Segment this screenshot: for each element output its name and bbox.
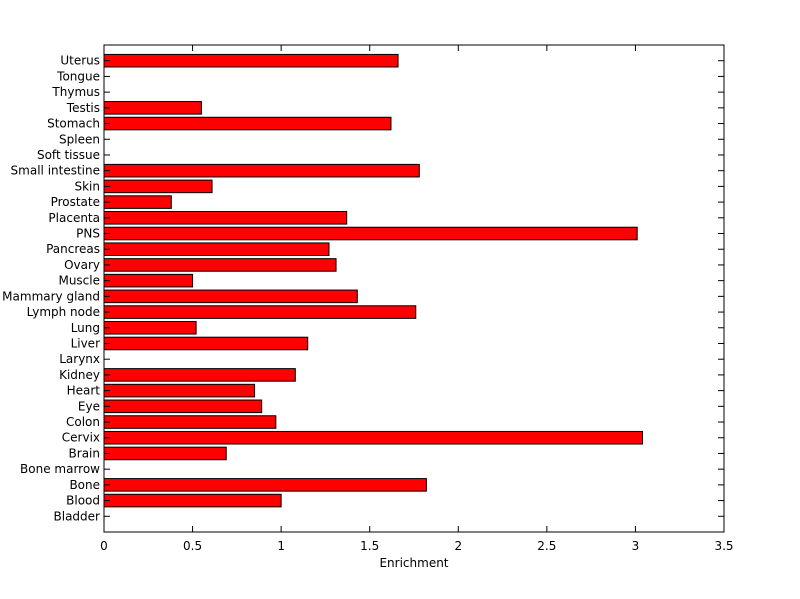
bar — [103, 478, 427, 492]
bar — [103, 415, 277, 429]
bar — [103, 399, 263, 414]
bar — [103, 195, 172, 209]
y-tick-label: Spleen — [59, 132, 100, 146]
y-tick-label: Bladder — [54, 509, 101, 523]
bar — [103, 116, 392, 131]
y-tick-label: Soft tissue — [37, 148, 100, 162]
x-axis-label: Enrichment — [379, 556, 448, 570]
y-tick-label: Heart — [67, 384, 101, 398]
x-tick-label: 0.5 — [183, 539, 202, 553]
y-tick-label: Ovary — [64, 258, 100, 272]
y-tick-label: Tongue — [56, 69, 100, 83]
y-tick-label: Bone — [69, 478, 100, 492]
x-tick-label: 2.5 — [537, 539, 556, 553]
y-tick-label: Placenta — [48, 211, 100, 225]
y-tick-label: Brain — [69, 446, 100, 460]
x-axis-ticks: 0 0.5 1 1.5 2 2.5 3 3.5 — [100, 45, 734, 553]
x-tick-label: 2 — [454, 539, 462, 553]
y-tick-label: Muscle — [58, 274, 100, 288]
y-tick-label: Skin — [74, 179, 100, 193]
bar — [103, 53, 399, 68]
bar — [103, 320, 197, 335]
x-tick-label: 3 — [632, 539, 640, 553]
y-tick-label: Testis — [66, 101, 100, 115]
bar — [103, 101, 202, 115]
y-tick-label: Kidney — [59, 368, 100, 382]
y-tick-label: Uterus — [60, 54, 100, 68]
bar — [103, 258, 337, 272]
bar — [103, 226, 638, 241]
x-tick-label: 1.5 — [360, 539, 379, 553]
y-tick-label: Liver — [71, 336, 101, 350]
y-tick-label: Bone marrow — [20, 462, 100, 476]
y-tick-label: Cervix — [62, 431, 100, 445]
bar — [103, 242, 330, 257]
bar — [103, 179, 213, 194]
bar — [103, 211, 348, 225]
y-tick-label: Mammary gland — [2, 289, 100, 303]
y-tick-label: Lung — [71, 321, 100, 335]
bar — [103, 430, 644, 445]
y-tick-label: Blood — [66, 494, 100, 508]
y-tick-label: PNS — [76, 227, 100, 241]
y-tick-label: Larynx — [59, 352, 100, 366]
bar — [103, 273, 194, 288]
x-tick-label: 1 — [277, 539, 285, 553]
y-tick-label: Eye — [78, 399, 100, 413]
y-tick-label: Colon — [66, 415, 100, 429]
y-tick-label: Prostate — [51, 195, 100, 209]
bar — [103, 289, 358, 304]
y-tick-label: Stomach — [47, 117, 100, 131]
y-tick-label: Thymus — [51, 85, 100, 99]
x-tick-label: 3.5 — [714, 539, 733, 553]
y-tick-label: Small intestine — [11, 164, 100, 178]
bar — [103, 336, 309, 351]
bar — [103, 493, 282, 508]
bar — [103, 305, 417, 319]
bar — [103, 163, 420, 178]
x-tick-label: 0 — [100, 539, 108, 553]
bar — [103, 368, 296, 382]
bar — [103, 383, 256, 398]
y-tick-label: Lymph node — [27, 305, 100, 319]
bar — [103, 446, 227, 461]
plot-frame — [103, 44, 725, 533]
y-tick-label: Pancreas — [46, 242, 100, 256]
